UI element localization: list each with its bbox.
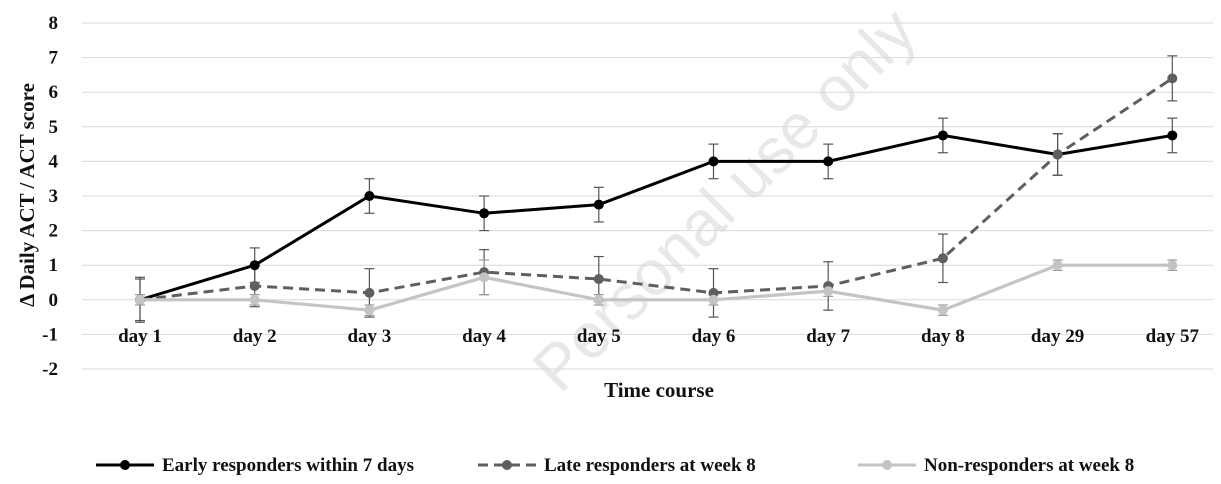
legend-item-1: Early responders within 7 days [96, 455, 414, 476]
y-tick-label: -1 [42, 324, 58, 345]
x-tick-label: day 7 [806, 326, 850, 347]
data-point-series-1 [1167, 130, 1178, 141]
data-point-series-3 [593, 294, 604, 305]
x-tick-label: day 29 [1031, 326, 1084, 347]
series-lines [139, 77, 1174, 312]
y-tick-label: 8 [49, 13, 59, 34]
y-axis-ticks: 8 7 6 5 4 3 2 1 0 -1 -2 [42, 13, 58, 380]
data-point-series-1 [364, 191, 375, 201]
data-point-series-2 [937, 253, 948, 264]
legend: Early responders within 7 days Late respo… [96, 455, 1134, 476]
data-point-series-3 [1052, 260, 1063, 271]
legend-swatch-marker [882, 460, 892, 470]
data-point-series-3 [135, 294, 145, 305]
data-point-series-3 [249, 294, 260, 305]
x-tick-label: day 1 [118, 326, 162, 347]
y-tick-label: -2 [42, 359, 58, 380]
legend-item-2: Late responders at week 8 [478, 455, 756, 476]
series-line-3 [140, 263, 1173, 312]
data-point-series-1 [823, 156, 834, 167]
legend-item-3: Non-responders at week 8 [858, 455, 1134, 476]
data-point-series-2 [364, 287, 375, 298]
x-tick-label: day 6 [692, 326, 736, 347]
data-point-series-3 [364, 305, 375, 316]
x-tick-label: day 3 [347, 326, 391, 347]
data-point-series-3 [1167, 260, 1178, 271]
data-point-series-3 [823, 286, 834, 297]
data-point-series-3 [708, 294, 719, 305]
x-tick-label: day 8 [921, 326, 965, 347]
data-point-series-2 [708, 287, 719, 298]
x-tick-label: day 2 [233, 326, 277, 347]
data-point-series-3 [479, 272, 490, 283]
x-tick-label: day 5 [577, 326, 621, 347]
series-line-1 [139, 133, 1173, 302]
x-tick-label: day 4 [462, 326, 506, 347]
data-point-series-1 [479, 208, 490, 219]
legend-label: Late responders at week 8 [544, 455, 756, 476]
legend-label: Non-responders at week 8 [924, 455, 1134, 476]
y-tick-label: 1 [49, 255, 59, 276]
data-point-series-2 [249, 280, 260, 291]
data-point-series-2 [593, 274, 604, 285]
x-tick-label: day 57 [1146, 326, 1200, 347]
data-point-series-1 [708, 156, 719, 167]
y-tick-label: 4 [49, 151, 59, 172]
data-point-series-2 [1167, 73, 1178, 84]
x-axis-ticks: day 1 day 2 day 3 day 4 day 5 day 6 day 7 day 8… [118, 326, 1199, 347]
legend-swatch-marker [120, 460, 130, 470]
data-point-series-3 [937, 305, 948, 316]
x-axis-title: Time course [604, 378, 714, 402]
legend-swatch-marker [502, 460, 512, 470]
series-line-2 [139, 77, 1174, 302]
y-tick-label: 6 [49, 82, 59, 103]
y-tick-label: 0 [49, 290, 59, 311]
data-point-series-1 [937, 130, 948, 141]
y-tick-label: 2 [49, 221, 59, 242]
y-tick-label: 5 [49, 117, 59, 138]
data-point-series-1 [593, 199, 604, 210]
data-point-series-1 [249, 260, 260, 271]
y-axis-title: Δ Daily ACT / ACT score [15, 83, 39, 307]
legend-label: Early responders within 7 days [162, 455, 414, 476]
y-tick-label: 7 [49, 48, 59, 69]
y-tick-label: 3 [49, 186, 59, 207]
data-point-series-2 [1052, 149, 1063, 160]
data-points [135, 73, 1178, 316]
